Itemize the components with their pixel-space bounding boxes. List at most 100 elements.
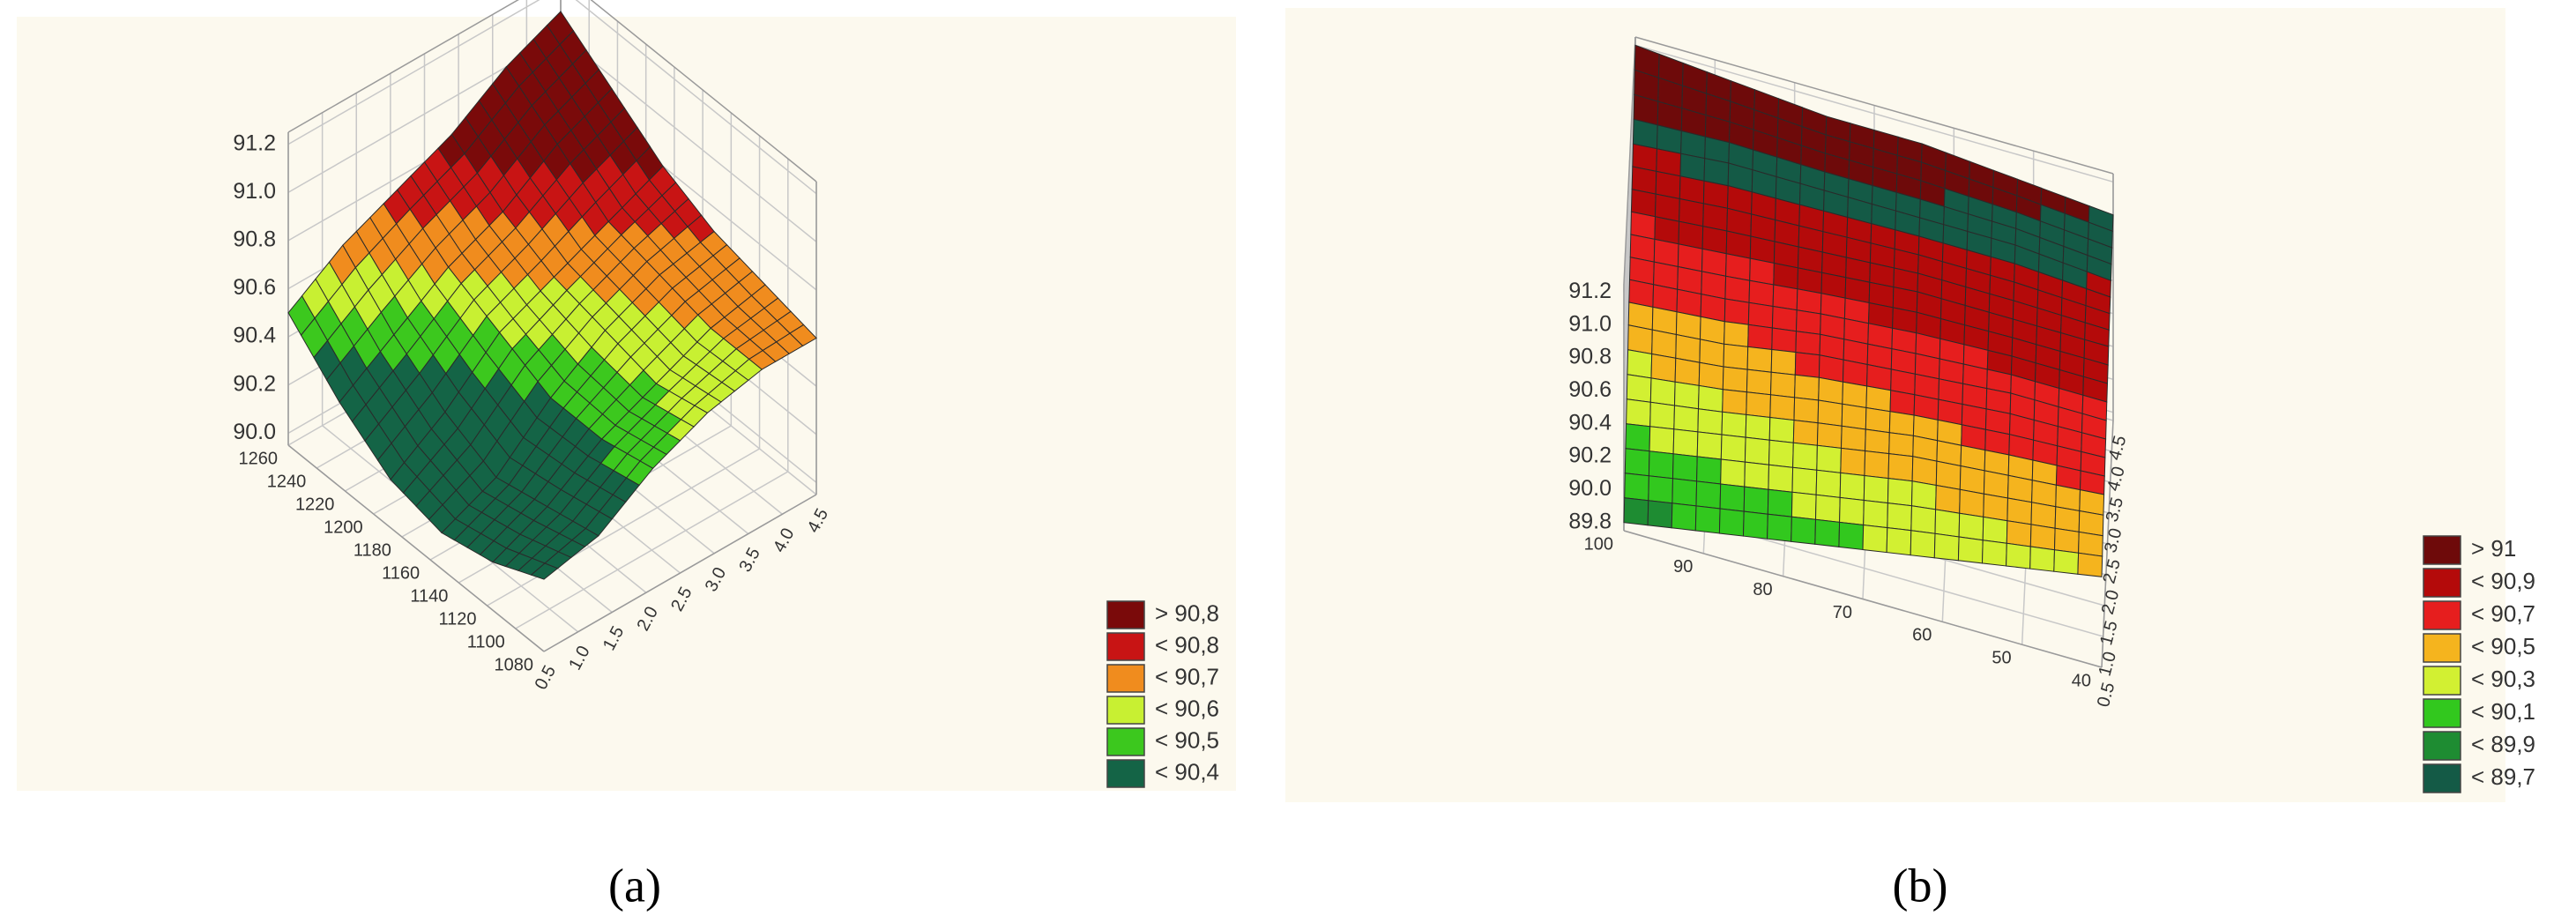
surface-cell (1698, 361, 1724, 391)
surface-cell (1648, 475, 1674, 504)
caption: (a) (608, 859, 661, 912)
legend-label: > 90,8 (1155, 599, 1219, 626)
surface-cell (1911, 456, 1938, 487)
surface-cell (1722, 389, 1747, 415)
legend-swatch (2423, 600, 2461, 630)
surface-cell (1888, 432, 1914, 458)
surface-cell (1623, 497, 1649, 526)
surface-cell (1673, 381, 1700, 410)
surface-cell (1840, 447, 1866, 477)
surface-cell (1791, 466, 1818, 495)
legend-label: < 90,9 (2471, 568, 2535, 594)
box-edge (1623, 530, 2103, 668)
surface-cell (1694, 505, 1721, 534)
y-tick-label: 1180 (354, 540, 391, 560)
surface-cell (1792, 420, 1819, 446)
surface-cell (1724, 321, 1749, 347)
z-tick-label: 90.6 (1568, 377, 1612, 402)
surface-cell (1768, 439, 1794, 468)
surface-cell (1697, 384, 1724, 413)
surface-cell (1673, 405, 1700, 433)
surface-cell (2006, 520, 2032, 547)
y-tick-label: 1260 (239, 449, 279, 468)
floor-grid-line (487, 448, 760, 607)
surface-cell (1674, 357, 1701, 386)
legend-swatch (2423, 535, 2461, 565)
z-tick-label: 90.2 (233, 371, 276, 396)
legend-swatch (1106, 664, 1145, 693)
surface-cell (1720, 434, 1746, 463)
surface-cell (1864, 450, 1890, 480)
surface-cell (1838, 521, 1865, 551)
surface-cell (1696, 431, 1723, 460)
box-edge (287, 0, 519, 133)
surface-cell (1791, 491, 1817, 520)
surface-cell (1696, 456, 1722, 485)
legend-swatch (1106, 759, 1145, 788)
surface-cell (2029, 524, 2056, 551)
surface-cell (2077, 552, 2103, 577)
surface-cell (1720, 458, 1746, 488)
surface-cell (2029, 546, 2056, 572)
legend-label: < 90,5 (1155, 726, 1219, 753)
surface-cell (2053, 527, 2080, 554)
surface-cell (1982, 516, 2008, 544)
surface-cell (1649, 401, 1676, 430)
surface-cell (1841, 403, 1867, 430)
surface-cell (1626, 374, 1652, 403)
legend-swatch (1106, 632, 1145, 661)
z-tick-label: 90.6 (233, 275, 276, 300)
surface-cell (1887, 502, 1913, 532)
legend-label: < 89,7 (2471, 763, 2535, 790)
surface-cell (1865, 428, 1890, 455)
surface-cell (1625, 423, 1651, 452)
box-edge (590, 0, 817, 182)
surface-cell (1935, 460, 1962, 490)
surface-cell (1796, 288, 1822, 315)
surface-cell (1768, 416, 1795, 443)
surface-cell (1910, 530, 1936, 559)
legend-swatch (1106, 600, 1145, 629)
y-tick-label: 1080 (495, 655, 534, 674)
surface-cell (1886, 527, 1912, 556)
surface-cell (1888, 411, 1915, 436)
surface-cell (2006, 474, 2033, 503)
surface-cell (1794, 352, 1820, 378)
surface-cell (1647, 500, 1673, 529)
y-tick-label: 1240 (267, 472, 307, 491)
legend-label: < 90,6 (1155, 695, 1219, 721)
y-tick-label: 60 (1912, 626, 1932, 645)
z-tick-label: 90.0 (233, 420, 276, 444)
surface-cell (1814, 494, 1841, 523)
surface-cell (2006, 497, 2033, 525)
surface-cell (1863, 474, 1889, 504)
surface-cell (1724, 298, 1750, 325)
surface-cell (1839, 472, 1865, 502)
surface-cell (1744, 461, 1770, 490)
surface-cell (1958, 512, 1984, 541)
z-tick-label: 91.2 (233, 130, 276, 155)
y-tick-label: 1120 (439, 609, 477, 629)
surface-cell (1815, 469, 1842, 498)
y-tick-label: 1200 (324, 517, 363, 537)
z-tick-label: 91.0 (233, 179, 276, 204)
surface-cell (1959, 488, 1984, 517)
surface-cell (1865, 385, 1892, 413)
surface-cell (2030, 502, 2057, 529)
surface-cell (1648, 450, 1674, 480)
box-edge (287, 444, 545, 652)
surface-cell (1791, 516, 1817, 545)
legend-swatch (2423, 763, 2461, 793)
z-tick-label: 90.8 (233, 227, 276, 251)
y-tick-label: 1100 (467, 632, 505, 651)
surface-cell (1748, 279, 1775, 308)
y-tick-label: 80 (1753, 580, 1772, 599)
surface-cell (1771, 327, 1798, 354)
surface-cell (1724, 275, 1751, 303)
surface-cell (1865, 406, 1891, 434)
legend-label: < 89,9 (2471, 731, 2535, 757)
surface-cell (1862, 524, 1888, 554)
surface-cell (1935, 484, 1961, 514)
